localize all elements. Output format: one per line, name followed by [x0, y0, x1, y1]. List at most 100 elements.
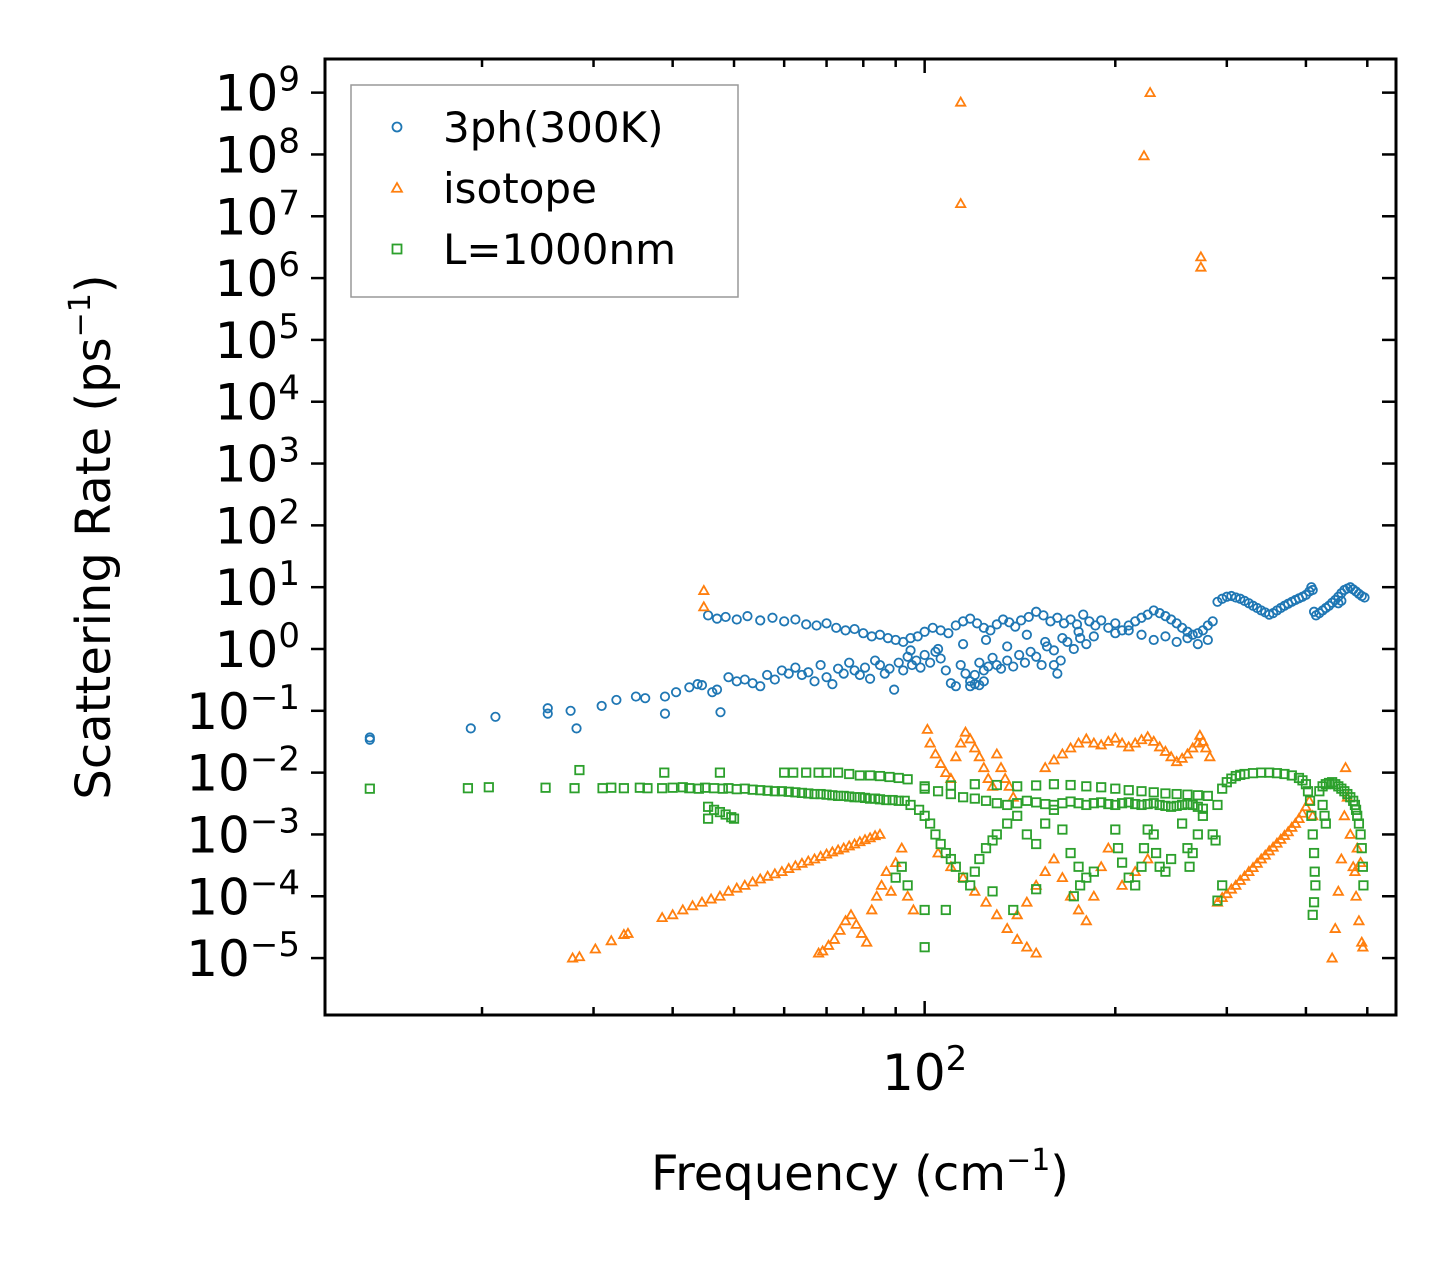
data-point	[1010, 621, 1021, 632]
data-point	[991, 619, 1002, 630]
data-point	[990, 908, 1003, 920]
data-point	[1025, 646, 1036, 657]
data-point	[1123, 797, 1134, 808]
data-point	[1153, 740, 1166, 752]
data-point	[1182, 626, 1193, 637]
data-point	[630, 691, 642, 702]
data-point	[860, 935, 873, 947]
data-point	[1115, 736, 1129, 748]
data-point	[1207, 829, 1218, 840]
data-point	[1182, 798, 1193, 810]
data-point	[573, 950, 586, 962]
data-point	[1039, 865, 1052, 877]
data-point	[723, 672, 734, 683]
data-point	[692, 679, 703, 690]
data-point	[1332, 884, 1345, 896]
data-point	[849, 623, 860, 635]
data-point	[991, 779, 1002, 791]
data-point	[1352, 914, 1366, 926]
data-point	[969, 793, 980, 804]
data-point	[569, 783, 580, 794]
data-point	[827, 679, 838, 690]
data-point	[844, 657, 855, 668]
data-point	[1353, 818, 1365, 829]
data-point	[1110, 628, 1121, 639]
data-point	[655, 911, 669, 923]
data-point	[1110, 783, 1121, 794]
data-point	[1057, 798, 1068, 809]
data-point	[640, 693, 651, 704]
data-point	[1151, 847, 1162, 859]
data-point	[1130, 798, 1141, 810]
y-tick-label: 10−4	[186, 863, 300, 926]
data-point	[783, 786, 794, 797]
data-point	[695, 895, 709, 907]
data-point	[980, 634, 992, 646]
data-point	[949, 750, 962, 762]
data-point	[755, 681, 766, 692]
y-tick-label: 108	[215, 121, 300, 184]
data-point	[1030, 946, 1043, 958]
data-point	[465, 723, 476, 734]
data-point	[987, 886, 998, 897]
data-point	[844, 768, 855, 780]
data-point	[815, 659, 826, 671]
data-point	[542, 708, 553, 719]
data-point	[1339, 761, 1352, 773]
data-point	[977, 761, 990, 773]
data-point	[998, 772, 1012, 783]
data-point	[1177, 799, 1188, 811]
data-point	[1116, 857, 1128, 868]
data-point	[462, 783, 474, 794]
data-point	[889, 684, 900, 695]
y-tick-label: 10−5	[186, 925, 300, 988]
data-point	[1154, 608, 1165, 619]
data-point	[884, 663, 895, 674]
legend-label: isotope	[443, 164, 597, 213]
data-point	[1192, 638, 1203, 650]
data-point	[811, 620, 822, 631]
data-point	[923, 736, 937, 748]
data-point	[742, 611, 753, 622]
data-point	[902, 774, 913, 785]
data-point	[803, 667, 814, 678]
data-point	[866, 631, 877, 642]
data-point	[919, 781, 930, 792]
series-3ph(300K)	[364, 582, 1370, 745]
data-point	[1103, 622, 1114, 633]
data-point	[755, 785, 766, 796]
data-point	[1023, 611, 1034, 623]
data-point	[1148, 787, 1159, 798]
data-point	[720, 809, 731, 820]
data-point	[754, 872, 767, 884]
data-point	[1031, 838, 1042, 850]
data-point	[1052, 668, 1063, 679]
data-point	[1123, 625, 1134, 636]
data-point	[1008, 661, 1019, 672]
data-point	[979, 895, 993, 907]
data-point	[1192, 829, 1203, 840]
data-point	[914, 804, 925, 815]
data-point	[1358, 880, 1369, 891]
data-point	[1008, 904, 1019, 916]
data-point	[1002, 641, 1013, 652]
data-point	[1012, 798, 1023, 809]
legend-entry: isotope	[390, 164, 597, 213]
data-point	[1057, 824, 1068, 835]
data-point	[844, 791, 855, 802]
data-point	[1056, 871, 1069, 883]
data-point	[1057, 633, 1068, 644]
data-point	[978, 622, 989, 633]
data-point	[812, 946, 825, 958]
data-point	[915, 662, 926, 673]
data-point	[849, 792, 860, 803]
data-point	[1348, 865, 1362, 877]
data-point	[1012, 810, 1023, 821]
data-point	[985, 625, 996, 636]
data-point	[761, 869, 774, 881]
data-point	[571, 723, 582, 734]
data-point	[1192, 790, 1203, 801]
data-point	[965, 880, 976, 891]
data-point	[850, 918, 863, 929]
data-point	[1160, 788, 1171, 799]
